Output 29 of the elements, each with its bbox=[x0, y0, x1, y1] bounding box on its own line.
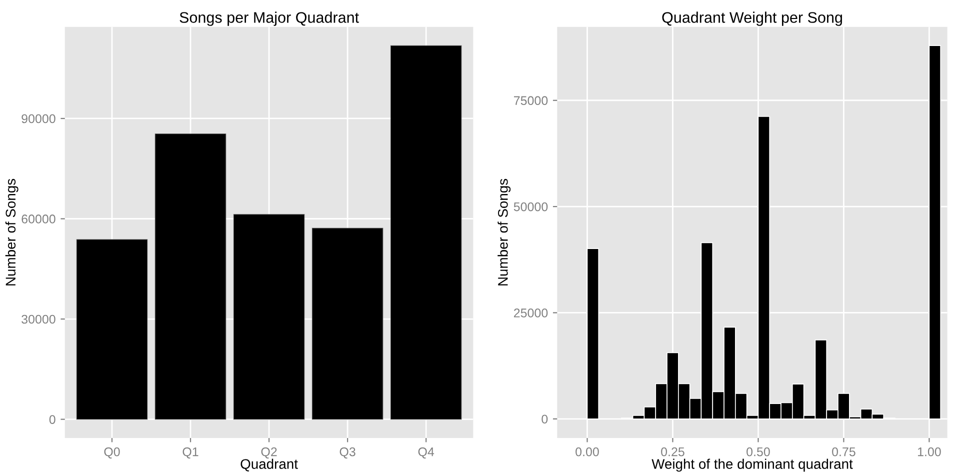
x-tick-label: Q2 bbox=[261, 447, 277, 458]
x-axis-title: Quadrant bbox=[240, 458, 298, 472]
bar bbox=[154, 134, 226, 420]
bar bbox=[233, 214, 305, 420]
y-axis-title: Number of Songs bbox=[5, 178, 18, 286]
x-tick-label: Q1 bbox=[182, 447, 198, 458]
y-tick-label: 90000 bbox=[22, 114, 56, 124]
x-tick-label: Q3 bbox=[340, 447, 356, 458]
y-tick-label: 60000 bbox=[22, 214, 56, 224]
bar bbox=[76, 239, 148, 420]
y-axis-title: Number of Songs bbox=[498, 178, 511, 286]
y-tick-label: 75000 bbox=[514, 96, 548, 106]
bar bbox=[390, 45, 462, 420]
x-tick-label: Q4 bbox=[418, 447, 434, 458]
y-tick-label: 30000 bbox=[22, 314, 56, 324]
x-tick-label: 0.75 bbox=[832, 447, 856, 456]
x-tick-label: 1.00 bbox=[918, 447, 941, 456]
y-tick-label: 0 bbox=[542, 414, 548, 424]
bar bbox=[312, 228, 384, 420]
y-tick-label: 25000 bbox=[514, 308, 548, 318]
x-tick-label: Q0 bbox=[104, 447, 120, 458]
x-tick-label: 0.25 bbox=[661, 447, 684, 456]
y-tick-label: 50000 bbox=[514, 202, 548, 212]
x-tick-label: 0.00 bbox=[576, 447, 599, 456]
chart-title: Quadrant Weight per Song bbox=[662, 12, 842, 26]
x-tick-label: 0.50 bbox=[746, 447, 770, 456]
y-tick-label: 0 bbox=[49, 415, 56, 424]
chart-title: Songs per Major Quadrant bbox=[180, 12, 359, 26]
x-axis-title: Weight of the dominant quadrant bbox=[652, 458, 853, 472]
